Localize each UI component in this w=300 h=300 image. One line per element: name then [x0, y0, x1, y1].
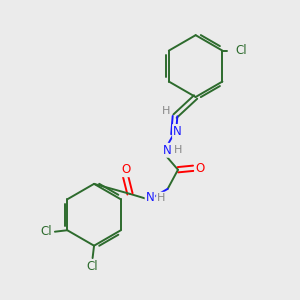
Text: Cl: Cl [40, 225, 52, 238]
Text: H: H [174, 145, 182, 155]
Text: N: N [173, 125, 182, 138]
Text: H: H [161, 106, 170, 116]
Text: O: O [121, 163, 130, 176]
Text: N: N [146, 191, 154, 204]
Text: Cl: Cl [236, 44, 248, 57]
Text: O: O [195, 162, 204, 175]
Text: N: N [162, 144, 171, 157]
Text: H: H [157, 193, 165, 203]
Text: Cl: Cl [87, 260, 98, 273]
